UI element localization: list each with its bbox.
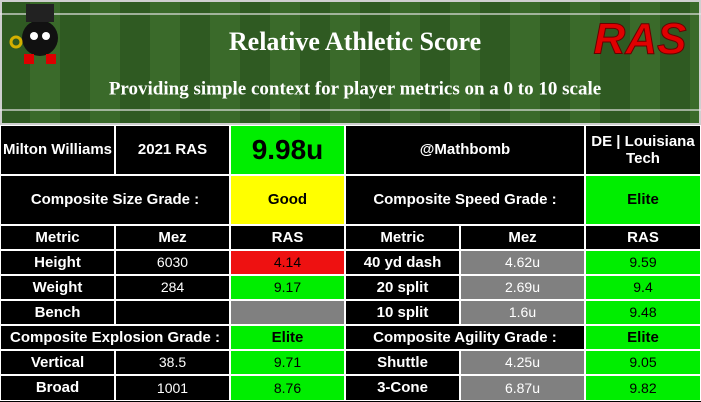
ras-year: 2021 RAS <box>115 125 230 175</box>
grade-label: Composite Explosion Grade : <box>0 325 230 350</box>
ras-score: 9.98u <box>230 125 345 175</box>
banner-title: Relative Athletic Score <box>229 27 481 56</box>
ras-value: 4.14 <box>230 250 345 275</box>
grade-value: Elite <box>585 175 701 225</box>
mez-value: 4.62u <box>460 250 585 275</box>
grade-label: Composite Agility Grade : <box>345 325 585 350</box>
ras-value: 8.76 <box>230 375 345 401</box>
metric-name: 40 yd dash <box>345 250 460 275</box>
mez-value <box>115 300 230 325</box>
column-header: RAS <box>585 225 701 250</box>
ras-value: 9.05 <box>585 350 701 375</box>
grade-label: Composite Speed Grade : <box>345 175 585 225</box>
ras-value: 9.82 <box>585 375 701 401</box>
ras-value: 9.71 <box>230 350 345 375</box>
team: DE | Louisiana Tech <box>585 125 701 175</box>
metric-name: Broad <box>0 375 115 401</box>
metric-name: Height <box>0 250 115 275</box>
grade-label: Composite Size Grade : <box>0 175 230 225</box>
metric-name: 20 split <box>345 275 460 300</box>
metric-name: 3-Cone <box>345 375 460 401</box>
ras-value: 9.4 <box>585 275 701 300</box>
handle: @Mathbomb <box>345 125 585 175</box>
grade-value: Good <box>230 175 345 225</box>
metric-name: Shuttle <box>345 350 460 375</box>
mez-value: 38.5 <box>115 350 230 375</box>
mez-value: 2.69u <box>460 275 585 300</box>
metric-name: Bench <box>0 300 115 325</box>
logo: RAS <box>594 15 687 64</box>
metric-name: Weight <box>0 275 115 300</box>
ras-value: 9.59 <box>585 250 701 275</box>
banner-subtitle: Providing simple context for player metr… <box>109 78 601 99</box>
column-header: Metric <box>0 225 115 250</box>
metric-name: Vertical <box>0 350 115 375</box>
ras-value: 9.17 <box>230 275 345 300</box>
mez-value: 4.25u <box>460 350 585 375</box>
column-header: Mez <box>115 225 230 250</box>
mez-value: 1001 <box>115 375 230 401</box>
metric-name: 10 split <box>345 300 460 325</box>
mez-value: 284 <box>115 275 230 300</box>
grade-value: Elite <box>585 325 701 350</box>
grade-value: Elite <box>230 325 345 350</box>
mez-value: 6.87u <box>460 375 585 401</box>
column-header: RAS <box>230 225 345 250</box>
mez-value: 6030 <box>115 250 230 275</box>
column-header: Metric <box>345 225 460 250</box>
ras-value: 9.48 <box>585 300 701 325</box>
column-header: Mez <box>460 225 585 250</box>
banner: Relative Athletic Score Providing simple… <box>0 0 701 125</box>
player-name: Milton Williams <box>0 125 115 175</box>
ras-value <box>230 300 345 325</box>
mez-value: 1.6u <box>460 300 585 325</box>
